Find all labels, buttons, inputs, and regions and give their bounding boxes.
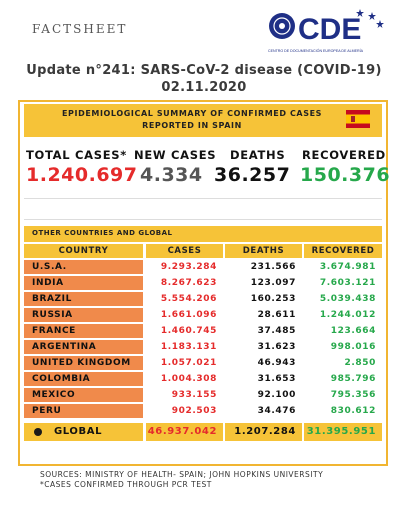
cde-logo: CDE CENTRO DE DOCUMENTACIÓN EUROPEA DE A… (268, 9, 384, 53)
country-name: ARGENTINA (24, 340, 143, 354)
other-countries-title: OTHER COUNTRIES AND GLOBAL (32, 229, 173, 237)
country-deaths: 31.623 (225, 340, 302, 354)
country-recovered: 7.603.121 (304, 276, 382, 290)
country-name: UNITED KINGDOM (24, 356, 143, 370)
table-row: PERU 902.503 34.476 830.612 (24, 403, 382, 419)
country-name: BRAZIL (24, 292, 143, 306)
logo-text: CDE (298, 13, 361, 46)
spain-stats: TOTAL CASES* NEW CASES DEATHS RECOVERED … (24, 148, 390, 190)
footer: SOURCES: MINISTRY OF HEALTH- SPAIN; JOHN… (40, 470, 323, 490)
country-cases: 1.183.131 (146, 340, 223, 354)
country-cases: 5.554.206 (146, 292, 223, 306)
update-title: Update n°241: SARS-CoV-2 disease (COVID-… (26, 63, 382, 95)
global-label: GLOBAL (24, 423, 143, 441)
table-row: MEXICO 933.155 92.100 795.356 (24, 387, 382, 403)
countries-table: COUNTRY CASES DEATHS RECOVERED U.S.A. 9.… (24, 243, 382, 443)
country-deaths: 92.100 (225, 388, 302, 402)
new-cases-label: NEW CASES (134, 148, 217, 162)
table-row: ARGENTINA 1.183.131 31.623 998.016 (24, 339, 382, 355)
content-frame (18, 100, 388, 466)
header-cases: CASES (146, 244, 223, 258)
global-name: GLOBAL (54, 426, 103, 437)
country-recovered: 123.664 (304, 324, 382, 338)
country-cases: 8.267.623 (146, 276, 223, 290)
table-row: RUSSIA 1.661.096 28.611 1.244.012 (24, 307, 382, 323)
country-deaths: 34.476 (225, 404, 302, 418)
table-row: BRAZIL 5.554.206 160.253 5.039.438 (24, 291, 382, 307)
deaths-label: DEATHS (230, 148, 286, 162)
factsheet-label: FACTSHEET (32, 22, 128, 36)
country-name: FRANCE (24, 324, 143, 338)
country-cases: 1.057.021 (146, 356, 223, 370)
header-recovered: RECOVERED (304, 244, 382, 258)
global-cases: 46.937.042 (146, 423, 223, 441)
globe-icon (34, 428, 42, 436)
country-cases: 1.004.308 (146, 372, 223, 386)
logo-subtext: CENTRO DE DOCUMENTACIÓN EUROPEA DE ALMER… (268, 48, 364, 53)
recovered-label: RECOVERED (302, 148, 386, 162)
country-deaths: 160.253 (225, 292, 302, 306)
global-deaths: 1.207.284 (225, 423, 302, 441)
country-deaths: 231.566 (225, 260, 302, 274)
country-recovered: 2.850 (304, 356, 382, 370)
country-deaths: 123.097 (225, 276, 302, 290)
country-cases: 9.293.284 (146, 260, 223, 274)
deaths-value: 36.257 (214, 164, 291, 186)
country-recovered: 795.356 (304, 388, 382, 402)
total-cases-label: TOTAL CASES* (26, 148, 127, 162)
table-row: UNITED KINGDOM 1.057.021 46.943 2.850 (24, 355, 382, 371)
country-recovered: 998.016 (304, 340, 382, 354)
table-row: U.S.A. 9.293.284 231.566 3.674.981 (24, 259, 382, 275)
recovered-value: 150.376 (300, 164, 391, 186)
country-deaths: 46.943 (225, 356, 302, 370)
other-countries-banner: OTHER COUNTRIES AND GLOBAL (24, 226, 382, 242)
header-country: COUNTRY (24, 244, 143, 258)
country-cases: 1.661.096 (146, 308, 223, 322)
country-recovered: 5.039.438 (304, 292, 382, 306)
spain-flag-icon (346, 110, 370, 128)
country-recovered: 830.612 (304, 404, 382, 418)
new-cases-value: 4.334 (140, 164, 203, 186)
spain-summary-title: EPIDEMIOLOGICAL SUMMARY OF CONFIRMED CAS… (61, 109, 323, 130)
global-row: GLOBAL 46.937.042 1.207.284 31.395.951 (24, 421, 382, 443)
sources-text: SOURCES: MINISTRY OF HEALTH- SPAIN; JOHN… (40, 470, 324, 479)
country-cases: 1.460.745 (146, 324, 223, 338)
country-recovered: 3.674.981 (304, 260, 382, 274)
global-recovered: 31.395.951 (304, 423, 382, 441)
country-name: INDIA (24, 276, 143, 290)
country-deaths: 37.485 (225, 324, 302, 338)
country-name: PERU (24, 404, 143, 418)
country-recovered: 985.796 (304, 372, 382, 386)
country-recovered: 1.244.012 (304, 308, 382, 322)
country-name: U.S.A. (24, 260, 143, 274)
header-deaths: DEATHS (225, 244, 302, 258)
pcr-note: *CASES CONFIRMED THROUGH PCR TEST (40, 480, 212, 489)
country-name: COLOMBIA (24, 372, 143, 386)
table-header: COUNTRY CASES DEATHS RECOVERED (24, 243, 382, 259)
country-name: RUSSIA (24, 308, 143, 322)
total-cases-value: 1.240.697 (26, 164, 138, 186)
table-row: FRANCE 1.460.745 37.485 123.664 (24, 323, 382, 339)
country-deaths: 31.653 (225, 372, 302, 386)
country-cases: 933.155 (146, 388, 223, 402)
table-row: INDIA 8.267.623 123.097 7.603.121 (24, 275, 382, 291)
country-name: MEXICO (24, 388, 143, 402)
country-deaths: 28.611 (225, 308, 302, 322)
spacer-row (24, 198, 382, 220)
table-row: COLOMBIA 1.004.308 31.653 985.796 (24, 371, 382, 387)
spain-summary-banner: EPIDEMIOLOGICAL SUMMARY OF CONFIRMED CAS… (24, 104, 382, 137)
country-cases: 902.503 (146, 404, 223, 418)
